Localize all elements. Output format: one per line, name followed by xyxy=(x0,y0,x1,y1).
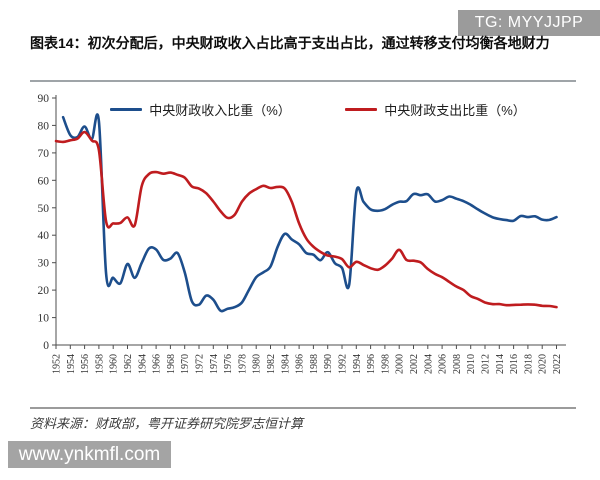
x-tick-label: 1954 xyxy=(66,354,77,374)
fiscal-share-chart: 中央财政收入比重（%） 中央财政支出比重（%） 0 10 20 30 40 50 60 70 8… xyxy=(28,92,573,392)
y-axis: 0 10 20 30 40 50 60 70 80 90 xyxy=(38,93,57,352)
watermark: www.ynkmfl.com xyxy=(8,441,171,468)
x-tick-label: 1962 xyxy=(123,354,134,374)
expenditure-legend-label: 中央财政支出比重（%） xyxy=(384,103,526,118)
x-tick-label: 1988 xyxy=(309,354,320,374)
x-tick-label: 2004 xyxy=(423,354,434,374)
x-tick-label: 1998 xyxy=(380,354,391,374)
x-tick-label: 2002 xyxy=(409,354,420,374)
x-tick-label: 2022 xyxy=(552,354,563,374)
x-tick-label: 1992 xyxy=(338,354,349,374)
x-tick-label: 1980 xyxy=(252,354,263,374)
y-tick-label: 90 xyxy=(38,93,50,105)
telegram-badge: TG: MYYJJPP xyxy=(458,10,600,36)
y-tick-label: 50 xyxy=(38,203,50,215)
x-tick-label: 1964 xyxy=(137,354,148,374)
chart-legend: 中央财政收入比重（%） 中央财政支出比重（%） xyxy=(83,100,553,119)
y-tick-label: 0 xyxy=(43,340,49,352)
x-tick-label: 1974 xyxy=(209,354,220,374)
y-tick-label: 80 xyxy=(38,120,50,132)
x-tick-label: 1984 xyxy=(280,354,291,374)
expenditure-line xyxy=(54,130,558,309)
x-tick-label: 1996 xyxy=(366,354,377,374)
y-tick-label: 70 xyxy=(38,148,50,160)
x-tick-label: 1986 xyxy=(295,354,306,374)
legend-item-revenue: 中央财政收入比重（%） xyxy=(110,100,291,119)
x-tick-label: 1990 xyxy=(323,354,334,374)
x-tick-label: 2012 xyxy=(481,354,492,374)
x-tick-label: 2000 xyxy=(395,354,406,374)
x-tick-label: 1968 xyxy=(166,354,177,374)
y-tick-label: 20 xyxy=(38,285,50,297)
x-tick-label: 1994 xyxy=(352,354,363,374)
x-tick-label: 1970 xyxy=(180,354,191,374)
expenditure-legend-swatch xyxy=(345,108,378,111)
legend-item-expenditure: 中央财政支出比重（%） xyxy=(345,100,526,119)
revenue-line xyxy=(61,113,558,313)
x-tick-label: 1972 xyxy=(195,354,206,374)
y-tick-label: 30 xyxy=(38,258,50,270)
figure-title: 图表14：初次分配后，中央财政收入占比高于支出占比，通过转移支付均衡各地财力 xyxy=(30,35,550,51)
x-tick-label: 2010 xyxy=(466,354,477,374)
title-divider xyxy=(30,80,576,82)
x-tick-label: 1976 xyxy=(223,354,234,374)
x-tick-label: 2006 xyxy=(438,354,449,374)
x-tick-label: 1958 xyxy=(94,354,105,374)
x-tick-label: 2020 xyxy=(538,354,549,374)
source-note: 资料来源：财政部，粤开证券研究院罗志恒计算 xyxy=(30,416,304,431)
x-tick-label: 2014 xyxy=(495,354,506,374)
footer-divider xyxy=(30,407,576,409)
revenue-legend-swatch xyxy=(110,108,143,111)
x-tick-label: 1978 xyxy=(237,354,248,374)
x-tick-label: 1982 xyxy=(266,354,277,374)
x-tick-label: 1960 xyxy=(109,354,120,374)
x-tick-label: 1956 xyxy=(80,354,91,374)
x-tick-label: 2018 xyxy=(523,354,534,374)
x-tick-label: 1952 xyxy=(52,354,63,374)
x-axis: 1952 1954 1956 1958 1960 1962 1964 1966 1968 1970… xyxy=(52,344,566,374)
y-tick-label: 60 xyxy=(38,175,50,187)
revenue-legend-label: 中央财政收入比重（%） xyxy=(149,103,291,118)
y-tick-label: 40 xyxy=(38,230,50,242)
x-tick-label: 2016 xyxy=(509,354,520,374)
x-tick-label: 1966 xyxy=(152,354,163,374)
x-tick-label: 2008 xyxy=(452,354,463,374)
y-tick-label: 10 xyxy=(38,313,50,325)
